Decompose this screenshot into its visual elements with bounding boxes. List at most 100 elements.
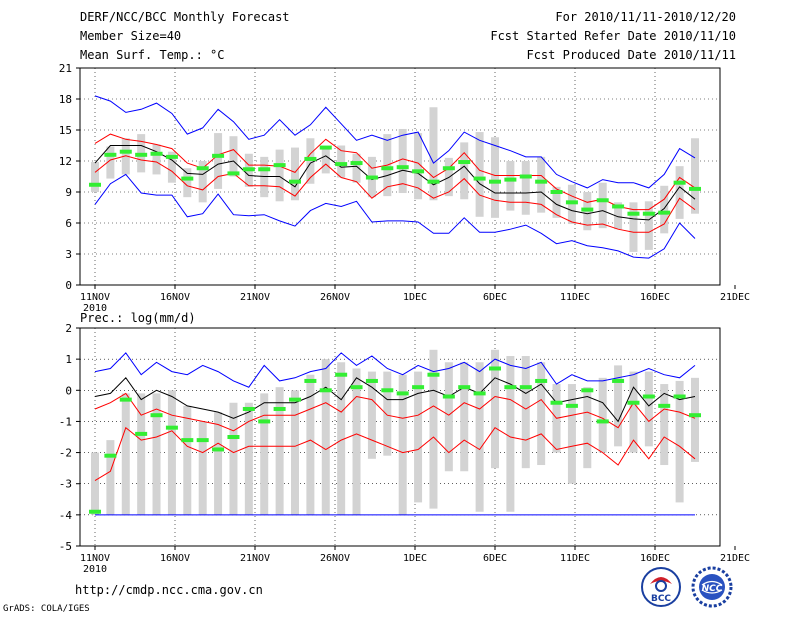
temp-median-marker (427, 179, 440, 184)
temp-median-marker (504, 177, 517, 182)
temp-median-marker (658, 210, 671, 215)
prec-xtick-label: 11DEC (560, 553, 590, 564)
temp-ensemble-box (337, 145, 346, 178)
temp-median-marker (473, 176, 486, 181)
prec-ytick-label: 2 (65, 322, 72, 335)
chart-title: DERF/NCC/BCC Monthly Forecast (80, 10, 290, 24)
temp-ensemble-box (106, 146, 115, 179)
prec-plot-frame (79, 327, 721, 547)
temp-median-marker (196, 166, 209, 171)
prec-median-marker (504, 385, 517, 390)
temp-ensemble-box (629, 202, 638, 252)
prec-ensemble-box (229, 402, 238, 515)
prec-ensemble-box (429, 349, 438, 509)
temp-ytick-label: 12 (59, 155, 72, 168)
temp-median-marker (135, 152, 148, 157)
temp-ensemble-box (660, 185, 669, 234)
prec-xtick-label: 11NOV (80, 553, 110, 564)
prec-ensemble-box (167, 390, 176, 515)
prec-median-marker (165, 425, 178, 430)
prec-median-marker (612, 378, 625, 383)
temp-ensemble-box (398, 128, 407, 194)
temp-ensemble-box (167, 151, 176, 183)
temp-median-marker (181, 176, 194, 181)
temp-ensemble-box (429, 107, 438, 201)
prec-series-mean-sd (94, 377, 696, 423)
temp-median-marker (227, 171, 240, 176)
temp-median-marker (627, 211, 640, 216)
prec-median-marker (519, 385, 532, 390)
prec-median-marker (365, 378, 378, 383)
prec-median-marker (381, 388, 394, 393)
prec-median-marker (473, 391, 486, 396)
prec-median-marker (150, 413, 163, 418)
ncc-logo: NCC (691, 566, 733, 608)
temp-ytick-label: 3 (65, 248, 72, 261)
prec-median-marker (581, 388, 594, 393)
temp-ensemble-box (537, 156, 546, 213)
temp-median-marker (673, 180, 686, 185)
temp-median-marker (581, 207, 594, 212)
prec-median-marker (565, 403, 578, 408)
temp-ensemble-box (675, 166, 684, 219)
source-url[interactable]: http://cmdp.ncc.cma.gov.cn (75, 583, 263, 597)
prec-ytick-label: -4 (59, 509, 73, 522)
prec-median-marker (689, 413, 701, 418)
temp-ensemble-box (644, 201, 653, 250)
prec-median-marker (319, 388, 332, 393)
prec-ytick-label: -2 (59, 447, 72, 460)
prec-ensemble-box (367, 371, 376, 459)
prec-ensemble-box (660, 384, 669, 466)
prec-xtick-label: 21DEC (720, 553, 750, 564)
temp-ensemble-box (152, 144, 161, 175)
member-size-label: Member Size=40 (80, 29, 182, 43)
prec-median-marker (273, 406, 286, 411)
temp-series-min (94, 173, 696, 259)
prec-ytick-label: 1 (65, 353, 72, 366)
temp-ensemble-box (121, 138, 130, 175)
temp-xtick-label: 26NOV (320, 292, 350, 303)
prec-median-marker (335, 372, 348, 377)
temp-median-marker (596, 198, 609, 203)
temp-ytick-label: 18 (59, 93, 72, 106)
fcst-produced-label: Fcst Produced Date 2010/11/11 (526, 48, 736, 62)
prec-ensemble-box (567, 384, 576, 484)
prec-ensemble-box (521, 356, 530, 469)
temp-ytick-label: 15 (59, 124, 72, 137)
prec-median-marker (458, 385, 471, 390)
temp-ensemble-box (691, 138, 699, 214)
prec-median-marker (489, 366, 501, 371)
prec-ensemble-box (444, 362, 453, 472)
temp-median-marker (319, 145, 332, 150)
prec-median-marker (227, 435, 240, 439)
prec-ytick-label: -1 (59, 415, 72, 428)
temp-ytick-label: 9 (65, 186, 72, 199)
temp-median-marker (289, 179, 301, 184)
prec-ensemble-box (583, 387, 592, 469)
temp-ensemble-box (291, 147, 299, 201)
temp-median-marker (489, 179, 501, 184)
prec-ensemble-box (491, 349, 499, 469)
prec-median-marker (304, 378, 317, 383)
prec-median-marker (535, 378, 548, 383)
temp-median-marker (258, 167, 271, 172)
prec-ensemble-box (614, 365, 623, 447)
prec-median-marker (289, 397, 301, 402)
temp-ensemble-box (614, 202, 623, 230)
prec-ensemble-box (506, 356, 515, 512)
prec-ensemble-box (306, 374, 315, 515)
prec-xtick-label: 21NOV (240, 553, 270, 564)
grads-credit: GrADS: COLA/IGES (3, 604, 90, 614)
prec-ensemble-box (183, 405, 192, 515)
temp-ensemble-box (506, 161, 515, 211)
prec-ensemble-box (352, 368, 361, 515)
temp-ensemble-box (414, 133, 423, 200)
temp-median-marker (689, 186, 701, 191)
temp-xtick-label: 11DEC (560, 292, 590, 303)
prec-median-marker (396, 391, 409, 396)
prec-ensemble-box (106, 440, 115, 515)
temp-ensemble-box (352, 153, 361, 183)
prec-median-marker (119, 397, 132, 402)
